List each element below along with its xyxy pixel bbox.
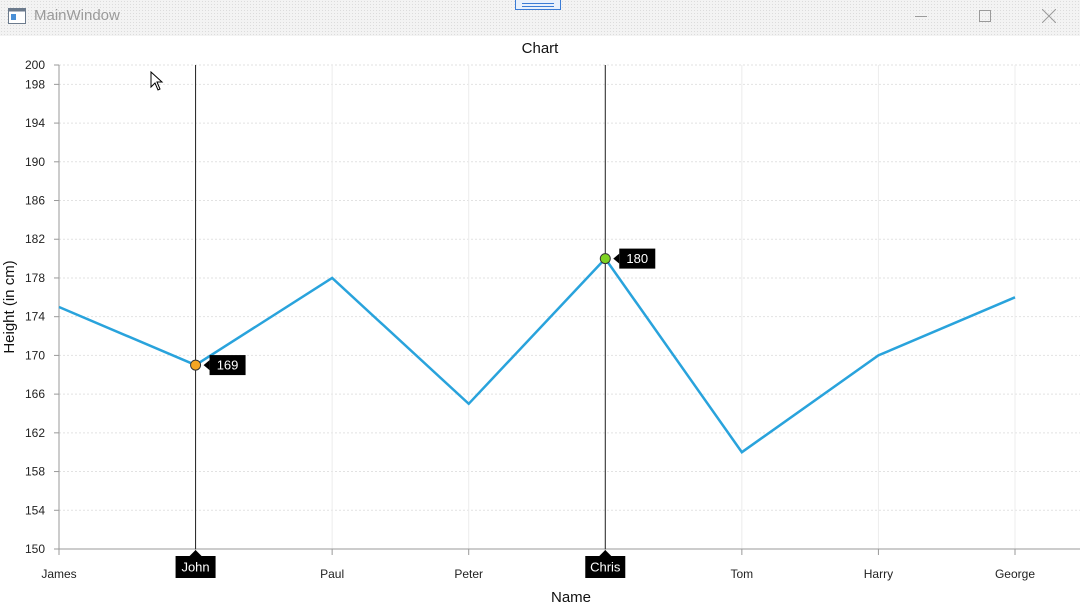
value-label-text: 180 [626,251,648,266]
category-label-box [585,556,626,578]
y-tick-label: 174 [25,310,45,324]
chart-area: Chart 150 154 158 162 166 170 174 178 182 186 190 19… [0,36,1080,606]
trackball-marker [190,359,202,371]
y-tick-label: 150 [25,542,45,556]
y-tick-label: 170 [25,348,45,362]
app-window-icon [8,8,26,24]
taskbar-thumbnail-indicator [515,0,561,10]
y-tick-label: 194 [25,116,45,130]
x-tick-label: Peter [454,567,483,581]
y-tick-label: 190 [25,155,45,169]
y-tick-label: 198 [25,77,45,91]
value-label-text: 169 [217,358,239,373]
maximize-icon [979,10,991,22]
window-title: MainWindow [34,7,120,24]
x-tick-label: Paul [320,567,344,581]
y-tick-label: 200 [25,58,45,72]
x-tick-label: Harry [864,567,893,581]
y-tick-label: 158 [25,465,45,479]
y-tick-label: 154 [25,503,45,517]
minimize-icon [915,16,927,17]
mouse-pointer-icon [150,71,164,91]
x-tick-label: James [41,567,76,581]
y-axis-title: Height (in cm) [1,260,18,353]
trackball-marker [599,253,611,265]
minimize-button[interactable] [898,0,944,32]
title-bar: MainWindow [0,0,1080,36]
chart-title: Chart [522,40,560,57]
value-label-box [619,248,656,269]
x-tick-label: George [995,567,1035,581]
category-label-pointer [189,550,202,556]
x-axis-title: Name [551,589,591,606]
line-chart[interactable]: Chart 150 154 158 162 166 170 174 178 182 186 190 19… [0,36,1080,606]
category-label-text: John [181,560,209,575]
category-label-box [175,556,216,578]
value-label-box [209,355,246,376]
y-tick-label: 182 [25,232,45,246]
y-tick-label: 186 [25,194,45,208]
value-label-pointer [203,360,210,371]
x-tick-label: Tom [731,567,754,581]
y-tick-label: 178 [25,271,45,285]
close-button[interactable] [1026,0,1072,32]
value-label-pointer [613,253,620,264]
y-tick-label: 162 [25,426,45,440]
close-icon [1042,9,1056,23]
y-tick-label: 166 [25,387,45,401]
series-line [58,256,1016,454]
maximize-button[interactable] [962,0,1008,32]
category-label-text: Chris [590,560,621,575]
category-label-pointer [599,550,612,556]
